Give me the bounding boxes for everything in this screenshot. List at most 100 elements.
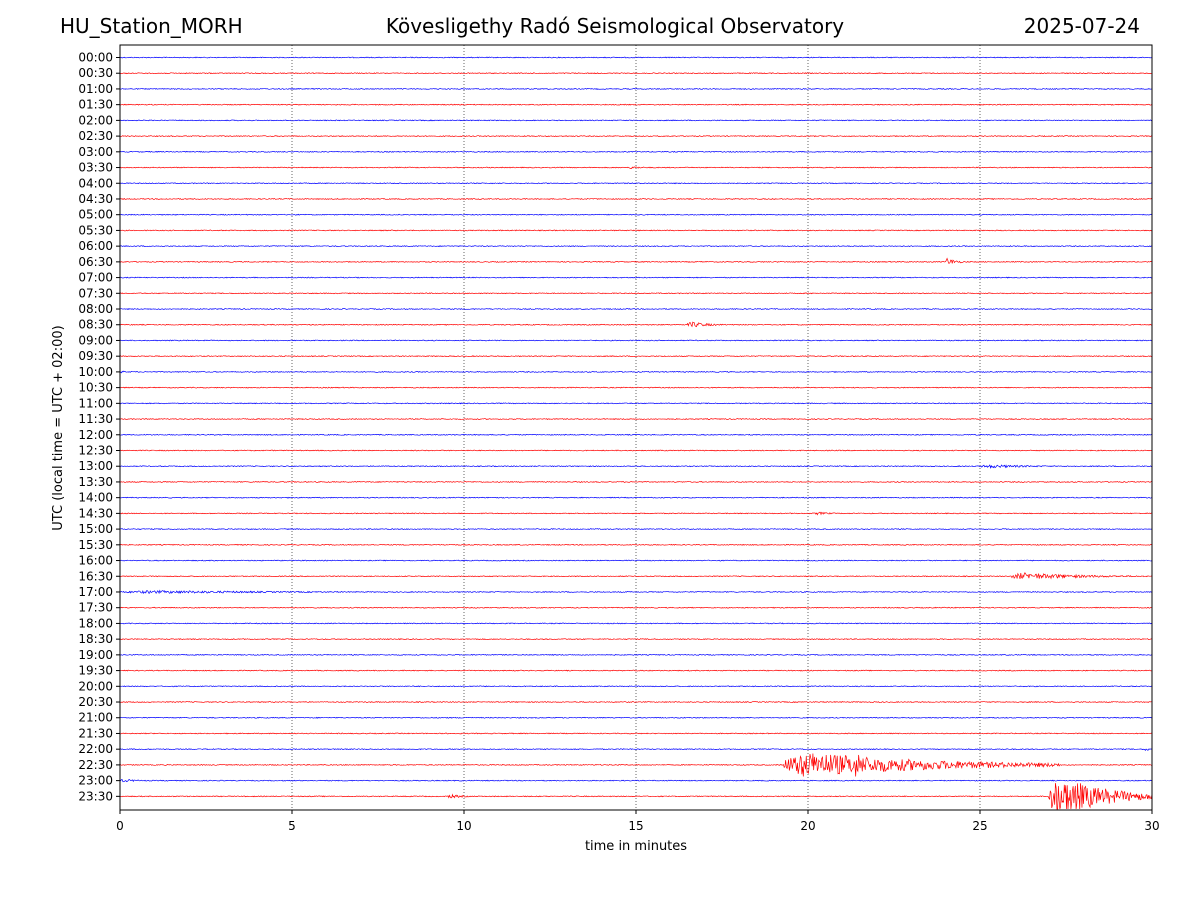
trace-1400 bbox=[119, 496, 1153, 499]
y-tick-label: 22:00 bbox=[78, 742, 113, 756]
x-tick-label: 30 bbox=[1144, 819, 1159, 833]
y-tick-label: 00:00 bbox=[78, 51, 113, 65]
y-tick-label: 20:00 bbox=[78, 679, 113, 693]
y-tick-label: 13:30 bbox=[78, 475, 113, 489]
trace-0530 bbox=[119, 229, 1153, 232]
y-tick-label: 07:00 bbox=[78, 271, 113, 285]
trace-1100 bbox=[119, 402, 1153, 405]
trace-0000 bbox=[119, 56, 1153, 59]
trace-1600 bbox=[119, 559, 1153, 562]
y-tick-label: 02:00 bbox=[78, 113, 113, 127]
trace-0230 bbox=[119, 135, 1153, 138]
y-tick-label: 19:30 bbox=[78, 664, 113, 678]
trace-1730 bbox=[119, 606, 1153, 609]
trace-0500 bbox=[119, 213, 1153, 216]
y-tick-label: 23:30 bbox=[78, 789, 113, 803]
y-tick-label: 09:30 bbox=[78, 349, 113, 363]
trace-1830 bbox=[119, 638, 1153, 641]
y-tick-label: 22:30 bbox=[78, 758, 113, 772]
trace-2330 bbox=[119, 783, 1153, 810]
trace-1030 bbox=[119, 386, 1153, 389]
trace-1330 bbox=[119, 480, 1153, 483]
y-tick-label: 23:00 bbox=[78, 774, 113, 788]
y-tick-label: 20:30 bbox=[78, 695, 113, 709]
trace-0430 bbox=[119, 198, 1153, 200]
trace-1530 bbox=[119, 543, 1153, 546]
trace-0830 bbox=[119, 321, 1153, 328]
y-tick-label: 15:00 bbox=[78, 522, 113, 536]
x-axis-label: time in minutes bbox=[585, 839, 687, 854]
x-tick-label: 15 bbox=[628, 819, 643, 833]
y-tick-label: 07:30 bbox=[78, 286, 113, 300]
trace-0800 bbox=[119, 308, 1153, 311]
y-tick-label: 21:30 bbox=[78, 726, 113, 740]
trace-0400 bbox=[119, 182, 1153, 185]
trace-1000 bbox=[119, 370, 1153, 374]
x-tick-label: 20 bbox=[800, 819, 815, 833]
y-tick-label: 21:00 bbox=[78, 711, 113, 725]
y-tick-label: 03:00 bbox=[78, 145, 113, 159]
y-tick-label: 01:30 bbox=[78, 98, 113, 112]
y-tick-label: 15:30 bbox=[78, 538, 113, 552]
y-tick-label: 02:30 bbox=[78, 129, 113, 143]
x-tick-label: 25 bbox=[972, 819, 987, 833]
y-tick-label: 09:00 bbox=[78, 333, 113, 347]
station-name: HU_Station_MORH bbox=[60, 14, 243, 38]
trace-1300 bbox=[120, 464, 1153, 469]
trace-0930 bbox=[119, 355, 1153, 358]
x-tick-label: 5 bbox=[288, 819, 296, 833]
y-tick-label: 12:30 bbox=[78, 444, 113, 458]
y-tick-label: 16:30 bbox=[78, 569, 113, 583]
y-tick-label: 05:30 bbox=[78, 223, 113, 237]
trace-0300 bbox=[119, 150, 1153, 153]
trace-0030 bbox=[119, 72, 1153, 75]
y-tick-label: 11:30 bbox=[78, 412, 113, 426]
y-tick-label: 11:00 bbox=[78, 396, 113, 410]
trace-0700 bbox=[119, 276, 1153, 279]
y-tick-label: 14:30 bbox=[78, 506, 113, 520]
chart-title: Kövesligethy Radó Seismological Observat… bbox=[385, 14, 845, 38]
y-tick-label: 08:30 bbox=[78, 318, 113, 332]
y-tick-label: 16:00 bbox=[78, 554, 113, 568]
trace-2100 bbox=[119, 716, 1153, 719]
grid-lines bbox=[291, 45, 981, 810]
y-tick-label: 08:00 bbox=[78, 302, 113, 316]
trace-2030 bbox=[119, 701, 1153, 703]
y-tick-label: 13:00 bbox=[78, 459, 113, 473]
trace-0200 bbox=[119, 119, 1153, 122]
trace-0330 bbox=[119, 166, 1153, 169]
trace-0730 bbox=[119, 292, 1153, 295]
seismic-traces bbox=[119, 56, 1153, 810]
trace-1500 bbox=[119, 528, 1153, 531]
trace-1630 bbox=[119, 572, 1153, 580]
trace-1430 bbox=[119, 511, 1153, 516]
trace-0100 bbox=[119, 88, 1153, 90]
y-tick-label: 18:00 bbox=[78, 616, 113, 630]
trace-0630 bbox=[119, 257, 1153, 264]
y-tick-label: 14:00 bbox=[78, 491, 113, 505]
y-tick-label: 06:00 bbox=[78, 239, 113, 253]
trace-1230 bbox=[119, 449, 1153, 452]
trace-0600 bbox=[119, 245, 1153, 248]
trace-2000 bbox=[119, 685, 1153, 688]
y-tick-label: 18:30 bbox=[78, 632, 113, 646]
trace-2130 bbox=[119, 732, 1153, 735]
trace-1900 bbox=[119, 653, 1153, 656]
x-axis: 0 5 10 15 20 25 30 bbox=[116, 810, 1160, 833]
x-tick-label: 0 bbox=[116, 819, 124, 833]
chart-date: 2025-07-24 bbox=[1023, 14, 1140, 38]
y-tick-label: 10:00 bbox=[78, 365, 113, 379]
y-tick-label: 01:00 bbox=[78, 82, 113, 96]
trace-0900 bbox=[119, 339, 1153, 342]
trace-1800 bbox=[119, 622, 1153, 625]
y-tick-label: 17:00 bbox=[78, 585, 113, 599]
y-tick-label: 05:00 bbox=[78, 208, 113, 222]
y-tick-label: 19:00 bbox=[78, 648, 113, 662]
y-tick-label: 06:30 bbox=[78, 255, 113, 269]
y-tick-label: 17:30 bbox=[78, 601, 113, 615]
y-tick-label: 10:30 bbox=[78, 381, 113, 395]
trace-2230 bbox=[119, 753, 1153, 777]
y-axis-label: UTC (local time = UTC + 02:00) bbox=[51, 325, 66, 530]
